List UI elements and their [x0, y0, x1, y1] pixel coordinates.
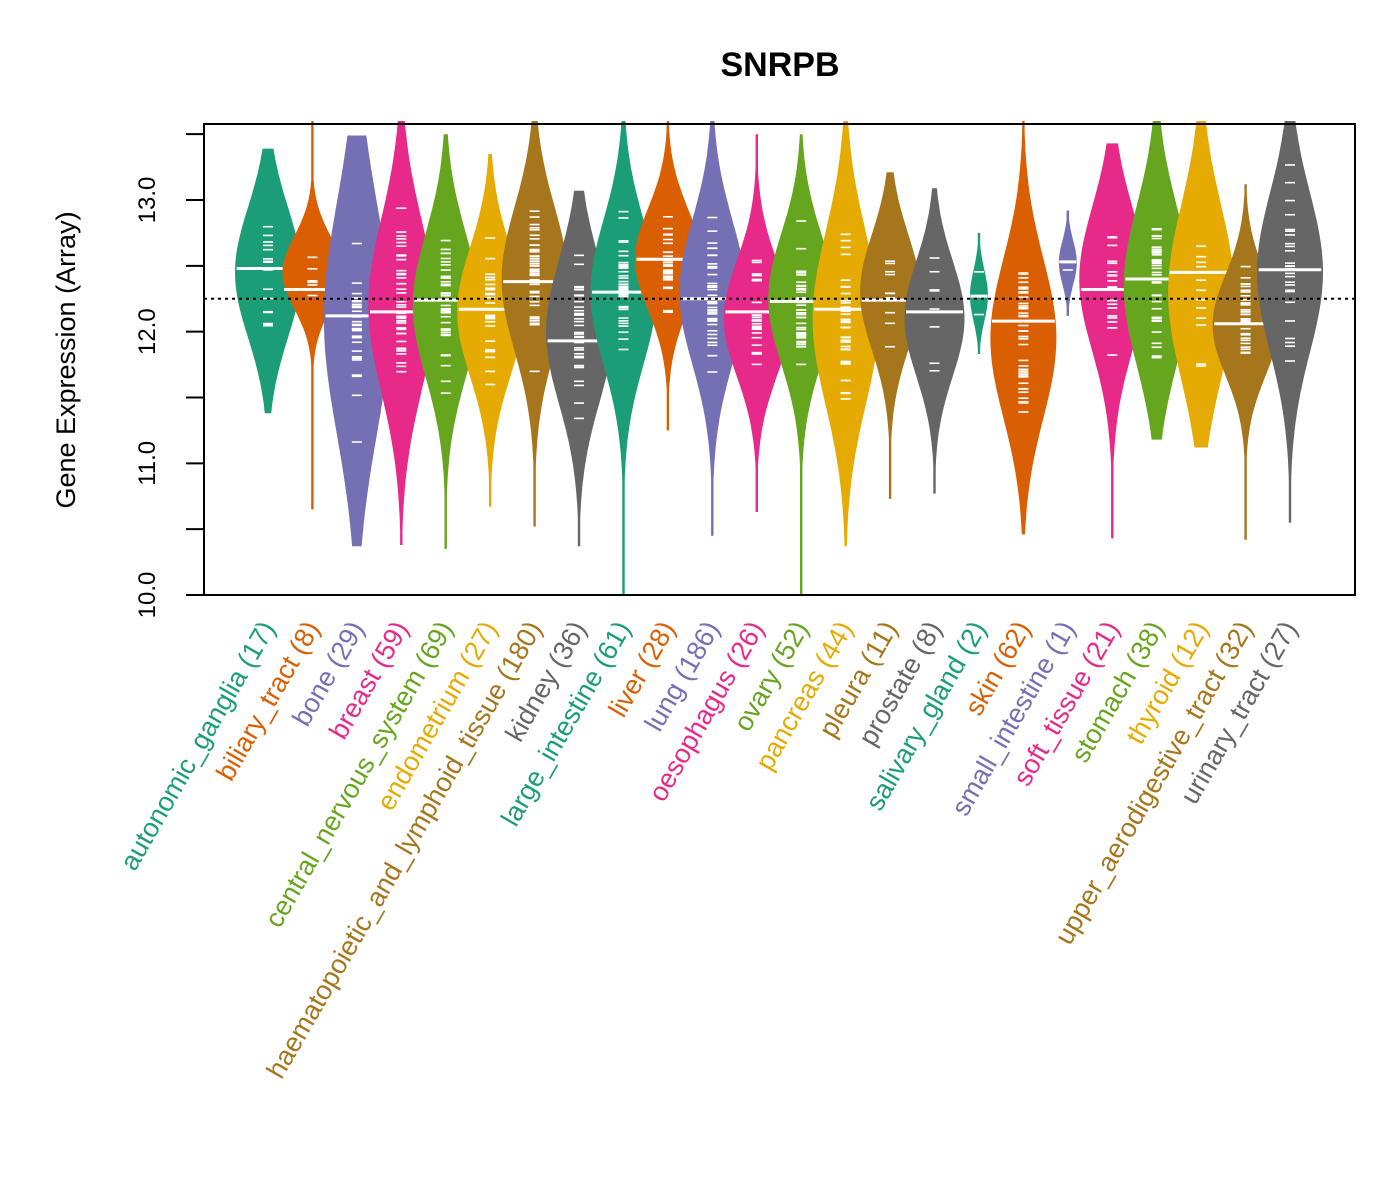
violin-pancreas [812, 121, 879, 547]
violin-salivary_gland [970, 232, 988, 354]
violin-autonomic_ganglia [235, 148, 301, 414]
y-tick-label: 12.0 [134, 308, 161, 355]
y-tick-label: 13.0 [134, 177, 161, 224]
violin-biliary_tract [282, 121, 343, 510]
y-axis: 10.0 11.0 12.0 13.0 [134, 133, 205, 619]
violin-pleura [860, 172, 921, 499]
y-tick-label: 10.0 [134, 572, 161, 619]
y-tick-label: 11.0 [134, 441, 161, 486]
violin-thyroid [1168, 121, 1235, 448]
violins-layer [235, 121, 1323, 595]
chart-title: SNRPB [720, 46, 839, 84]
x-axis-labels: autonomic_ganglia (17)biliary_tract (8)b… [114, 616, 1303, 1083]
y-axis-label: Gene Expression (Array) [51, 211, 81, 508]
violin-lung [679, 121, 746, 536]
violin-prostate [904, 188, 965, 494]
violin-central_nervous_system [412, 134, 479, 549]
violin-skin [990, 121, 1057, 535]
violin-bone [323, 135, 390, 547]
violin-urinary_tract [1257, 121, 1323, 523]
